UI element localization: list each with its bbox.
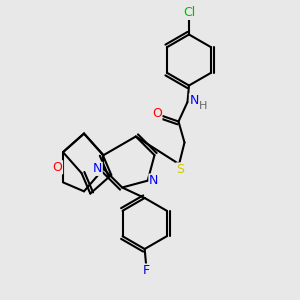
Text: N: N — [93, 162, 102, 175]
Text: N: N — [189, 94, 199, 107]
Text: S: S — [176, 163, 184, 176]
Text: Cl: Cl — [183, 6, 195, 20]
Text: H: H — [199, 100, 207, 111]
Text: O: O — [53, 161, 62, 174]
Text: F: F — [142, 264, 150, 277]
Text: O: O — [152, 107, 162, 120]
Text: N: N — [149, 174, 158, 187]
